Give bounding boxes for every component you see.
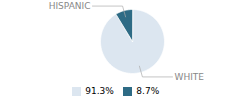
svg-text:WHITE: WHITE [175, 72, 205, 82]
svg-text:HISPANIC: HISPANIC [49, 1, 91, 11]
html-text:91.3%: 91.3% [85, 86, 114, 96]
html-text:8.7%: 8.7% [136, 86, 160, 96]
